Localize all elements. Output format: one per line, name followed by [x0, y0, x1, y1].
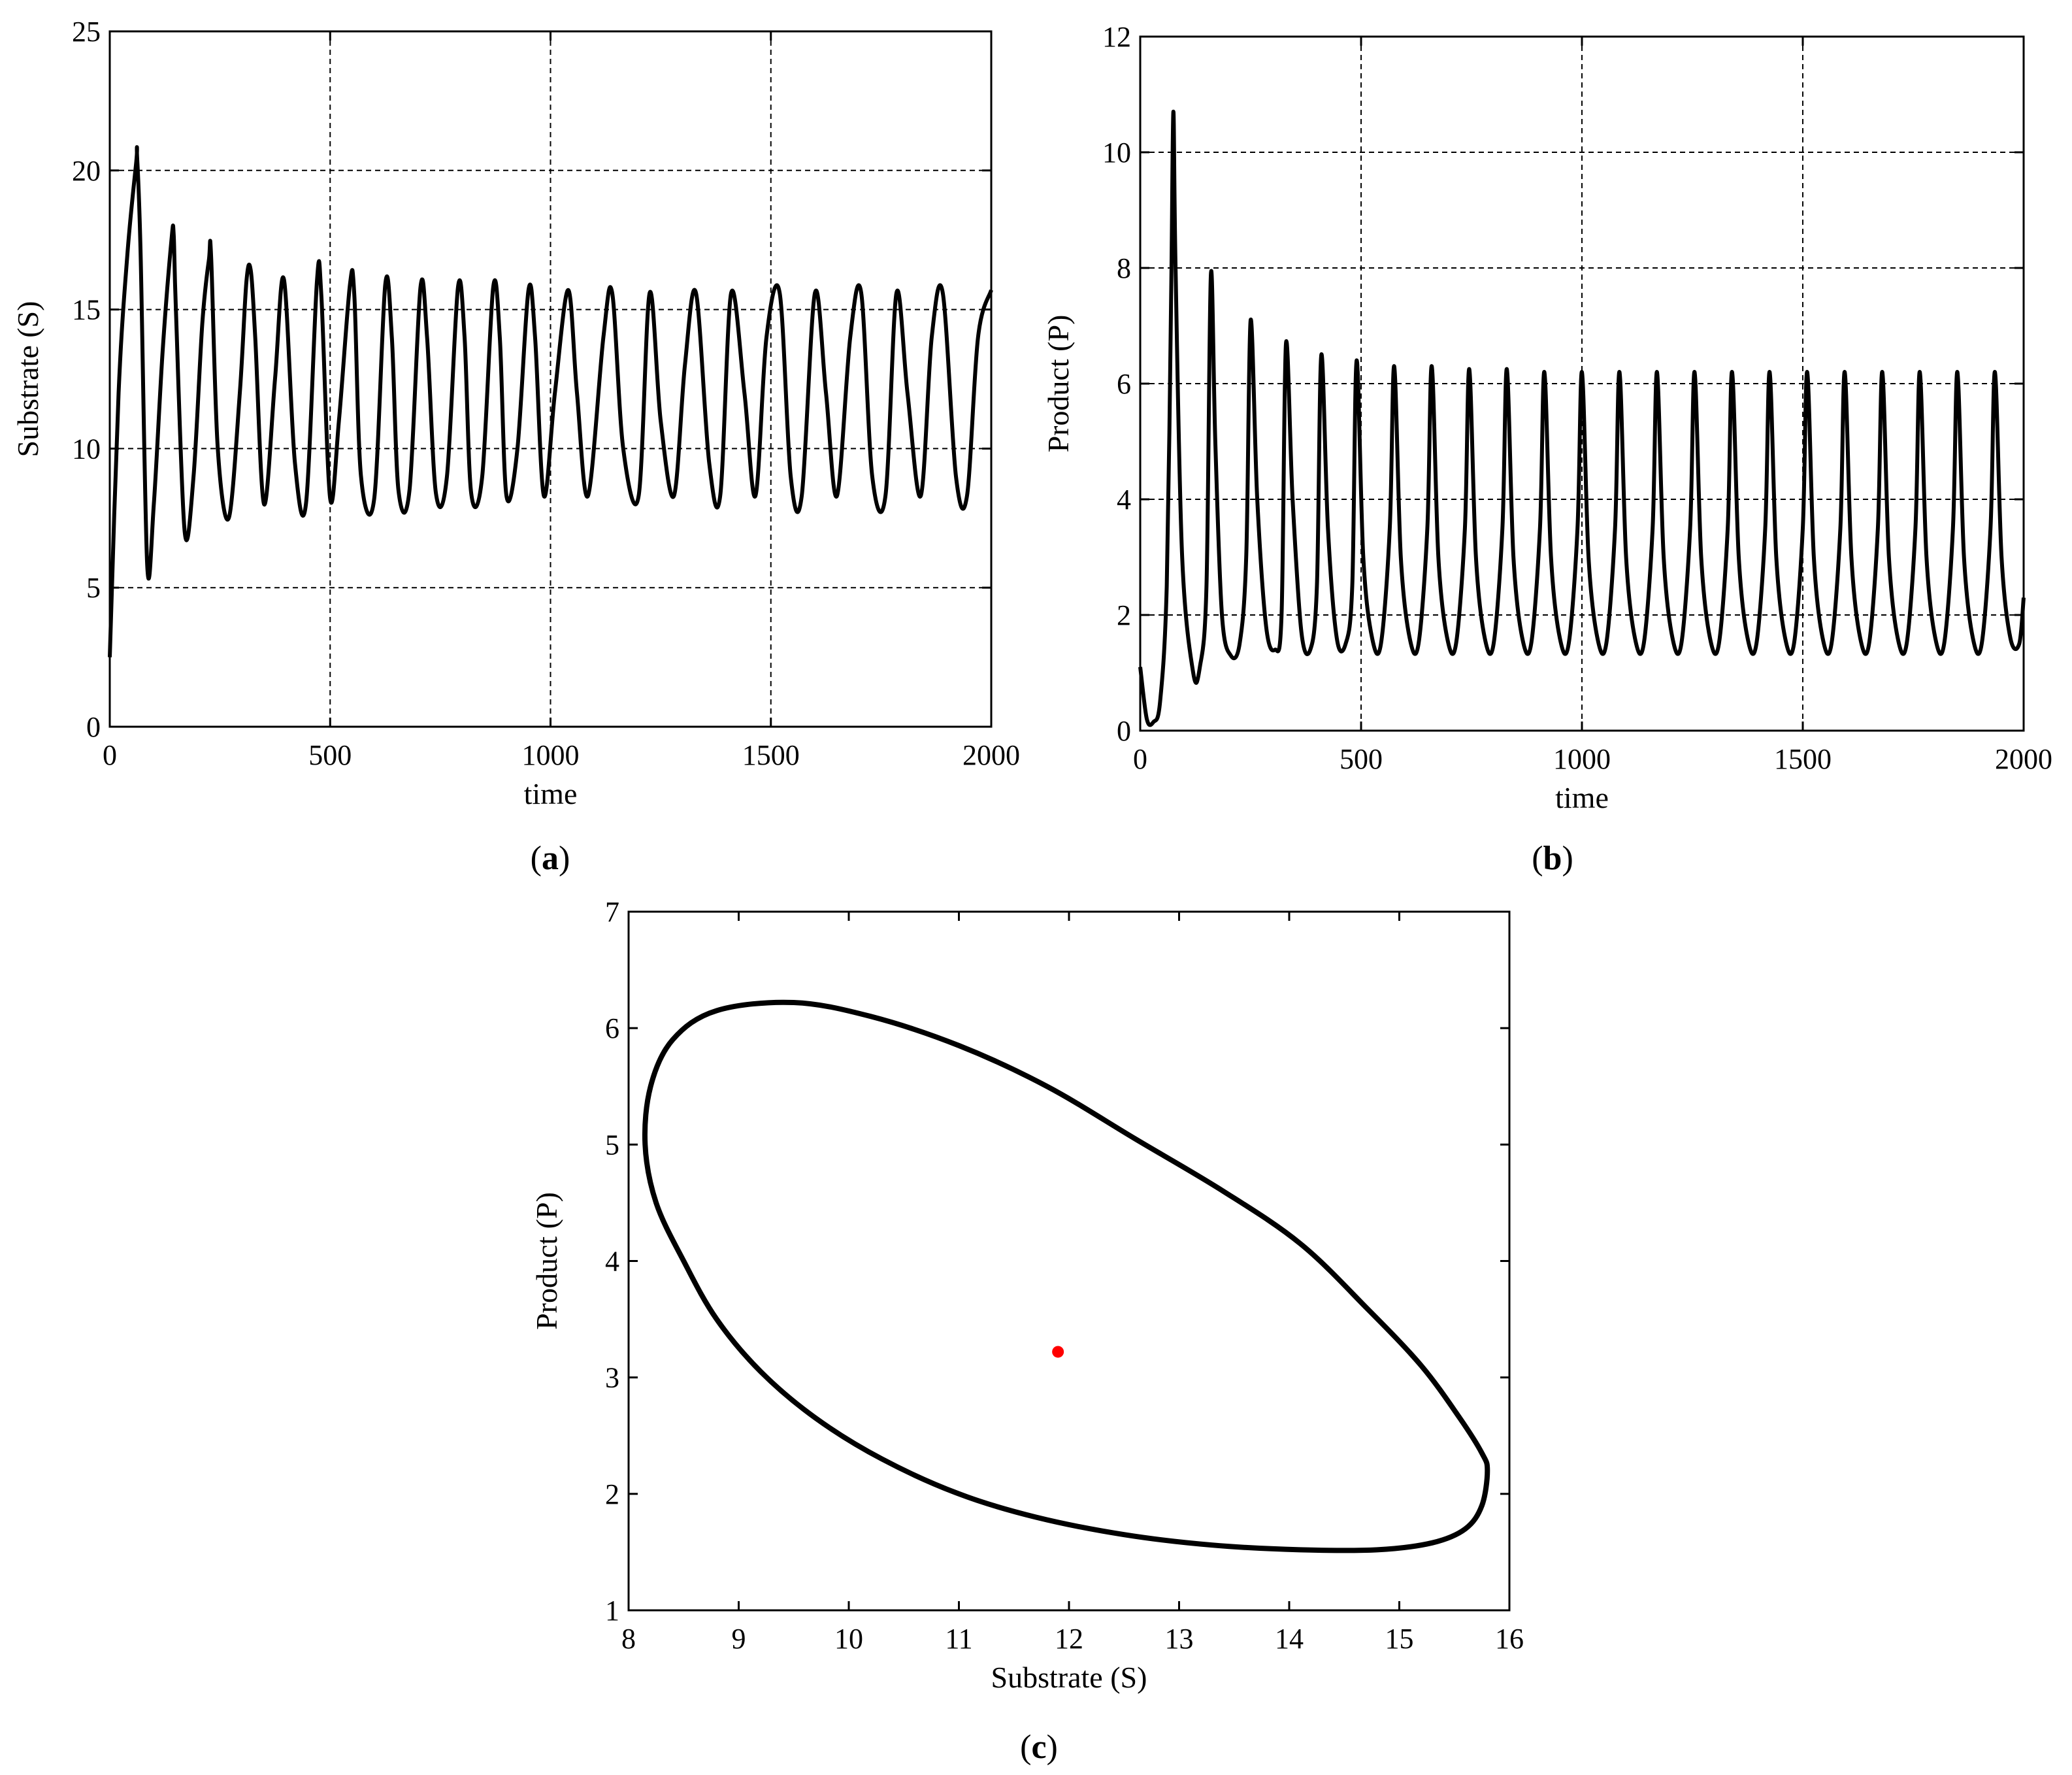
panel-b-ticks — [1139, 35, 2025, 732]
panel-c-caption: (c) — [1020, 1729, 1058, 1766]
x-tick-label: 0 — [1133, 743, 1147, 775]
panel-c-x-tick-labels: 8 9 10 11 12 13 14 15 16 — [621, 1623, 1524, 1655]
panel-c-plot-frame — [627, 910, 1511, 1612]
y-tick-label: 6 — [605, 1012, 619, 1044]
y-tick-label: 7 — [605, 896, 619, 928]
x-tick-label: 10 — [834, 1623, 863, 1655]
x-tick-label: 15 — [1385, 1623, 1414, 1655]
y-tick-label: 25 — [72, 16, 101, 48]
x-tick-label: 12 — [1055, 1623, 1083, 1655]
x-tick-label: 500 — [1340, 743, 1383, 775]
y-tick-label: 4 — [605, 1246, 619, 1278]
x-tick-label: 0 — [103, 739, 117, 771]
substrate-time-series-line — [108, 145, 993, 657]
panel-a-substrate-vs-time: 0 500 1000 1500 2000 0 5 10 15 20 25 time Substra… — [11, 16, 1020, 877]
panel-c-y-tick-labels: 1 2 3 4 5 6 7 — [605, 896, 619, 1627]
y-tick-label: 6 — [1117, 368, 1131, 400]
panel-b-product-vs-time: 0 500 1000 1500 2000 0 2 4 6 8 10 12 time Product … — [1042, 21, 2052, 877]
equilibrium-point-marker — [1052, 1346, 1064, 1358]
y-tick-label: 8 — [1117, 252, 1131, 284]
y-tick-label: 15 — [72, 294, 101, 326]
x-tick-label: 8 — [621, 1623, 636, 1655]
panel-c-ticks — [627, 910, 1511, 1612]
panel-b-y-tick-labels: 0 2 4 6 8 10 12 — [1102, 21, 1131, 747]
y-tick-label: 2 — [605, 1478, 619, 1510]
panel-b-y-axis-label: Product (P) — [1042, 315, 1075, 453]
y-tick-label: 20 — [72, 155, 101, 187]
y-tick-label: 5 — [86, 572, 101, 604]
y-tick-label: 0 — [1117, 715, 1131, 747]
y-tick-label: 10 — [1102, 137, 1131, 169]
panel-a-grid — [110, 31, 991, 727]
panel-b-x-tick-labels: 0 500 1000 1500 2000 — [1133, 743, 2052, 775]
panel-b-caption-letter: b — [1543, 840, 1562, 877]
x-tick-label: 14 — [1275, 1623, 1304, 1655]
y-tick-label: 10 — [72, 433, 101, 465]
x-tick-label: 16 — [1495, 1623, 1524, 1655]
y-tick-label: 12 — [1102, 21, 1131, 53]
y-tick-label: 4 — [1117, 484, 1131, 516]
panel-a-series — [108, 145, 993, 657]
panel-c-y-axis-label: Product (P) — [530, 1192, 563, 1330]
panel-c-x-axis-label: Substrate (S) — [991, 1661, 1147, 1694]
y-tick-label: 1 — [605, 1595, 619, 1627]
x-tick-label: 1500 — [1774, 743, 1832, 775]
x-tick-label: 1500 — [742, 739, 800, 771]
x-tick-label: 11 — [945, 1623, 972, 1655]
panel-a-x-axis-label: time — [524, 777, 578, 810]
y-tick-label: 2 — [1117, 599, 1131, 631]
panel-a-y-tick-labels: 0 5 10 15 20 25 — [72, 16, 101, 743]
panel-a-ticks — [108, 30, 993, 728]
panel-a-caption: (a) — [531, 840, 570, 877]
y-tick-label: 5 — [605, 1129, 619, 1161]
x-tick-label: 500 — [308, 739, 352, 771]
x-tick-label: 2000 — [1995, 743, 2052, 775]
panel-c-caption-letter: c — [1031, 1729, 1046, 1766]
panel-b-series — [1138, 110, 2026, 727]
x-tick-label: 13 — [1165, 1623, 1194, 1655]
panel-a-x-tick-labels: 0 500 1000 1500 2000 — [103, 739, 1020, 771]
panel-b-caption: (b) — [1532, 840, 1573, 877]
panel-a-y-axis-label: Substrate (S) — [11, 301, 44, 457]
x-tick-label: 1000 — [1553, 743, 1611, 775]
x-tick-label: 9 — [732, 1623, 746, 1655]
limit-cycle-curve — [642, 999, 1490, 1553]
panel-c-series — [642, 999, 1490, 1553]
y-tick-label: 0 — [86, 711, 101, 743]
x-tick-label: 2000 — [962, 739, 1020, 771]
x-tick-label: 1000 — [522, 739, 580, 771]
panel-b-x-axis-label: time — [1555, 781, 1609, 814]
panel-a-caption-letter: a — [542, 840, 559, 877]
y-tick-label: 3 — [605, 1362, 619, 1394]
product-time-series-line — [1138, 110, 2026, 727]
